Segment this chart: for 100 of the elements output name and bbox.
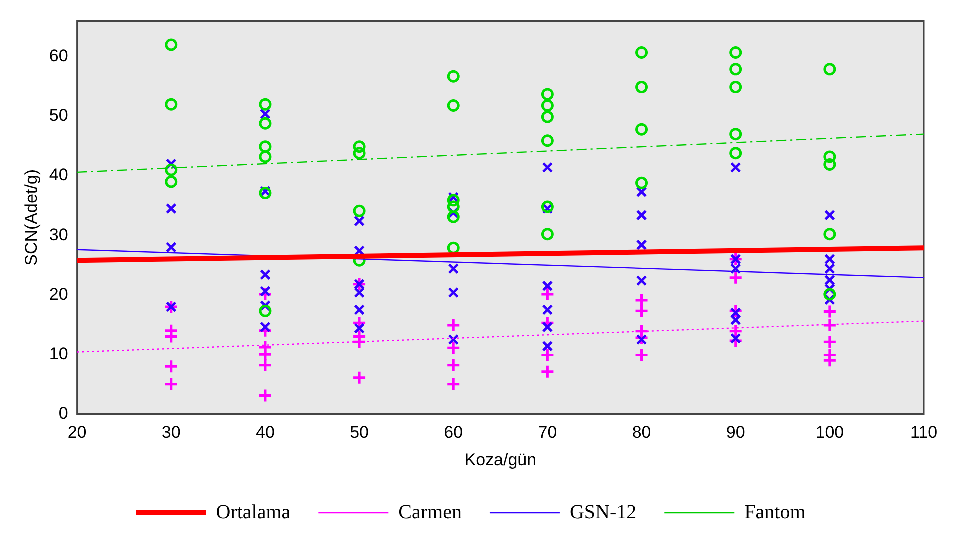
point [541, 228, 554, 241]
point [634, 304, 650, 318]
point [354, 322, 366, 334]
point [542, 304, 554, 316]
point [542, 162, 554, 174]
point [730, 147, 742, 160]
y-axis-title: SCN(Adet/g) [22, 170, 41, 266]
point [258, 388, 273, 403]
point [447, 70, 460, 83]
point [636, 81, 648, 94]
point [636, 275, 648, 286]
point [541, 110, 554, 124]
point [354, 304, 366, 316]
point [542, 340, 554, 352]
point [822, 334, 838, 350]
point [353, 140, 366, 154]
point [164, 377, 179, 392]
x-tick-label: 70 [538, 423, 558, 442]
point [541, 100, 554, 112]
y-tick-label: 0 [58, 404, 68, 423]
x-tick-label: 60 [444, 423, 464, 442]
point [166, 242, 177, 253]
x-tick-label: 20 [68, 423, 87, 442]
point [448, 263, 460, 274]
point [542, 280, 554, 292]
point [353, 204, 366, 218]
point [730, 333, 742, 344]
point [822, 318, 838, 333]
point [636, 123, 648, 136]
point [636, 46, 648, 60]
point [824, 288, 836, 301]
y-tick-label: 20 [49, 284, 68, 304]
point [636, 334, 648, 346]
x-tick-label: 40 [256, 423, 275, 442]
point [824, 210, 836, 221]
point [730, 81, 742, 94]
point [730, 63, 742, 76]
x-axis-title: Koza/gün [464, 450, 537, 470]
point [260, 286, 271, 298]
point [634, 293, 650, 308]
point [259, 304, 272, 318]
point [730, 128, 742, 141]
point [260, 269, 271, 280]
point [541, 88, 554, 101]
point [258, 347, 273, 362]
point [260, 322, 271, 333]
point [164, 359, 179, 374]
point [259, 140, 272, 154]
point [354, 216, 366, 227]
y-tick-label: 60 [49, 46, 68, 66]
y-tick-label: 40 [49, 166, 68, 185]
point [541, 200, 554, 214]
point [165, 38, 178, 52]
point [165, 164, 178, 176]
y-tick-label: 30 [49, 225, 68, 244]
point [636, 210, 648, 221]
point [448, 334, 460, 346]
point [258, 358, 273, 373]
point [447, 194, 460, 207]
point [634, 348, 650, 362]
legend-label: Fantom [744, 501, 806, 524]
point [353, 147, 366, 160]
legend-label: GSN-12 [570, 501, 637, 524]
point [447, 100, 460, 112]
point [824, 150, 836, 164]
x-tick-label: 50 [350, 423, 369, 442]
point [259, 150, 272, 164]
point [446, 318, 461, 333]
point [447, 210, 460, 224]
point [259, 117, 272, 130]
point [446, 340, 461, 356]
point [730, 46, 742, 60]
point [259, 98, 272, 111]
point [446, 377, 461, 392]
point [824, 63, 836, 76]
point [448, 287, 460, 298]
point [352, 370, 367, 386]
point [824, 158, 836, 171]
legend-label: Ortalama [216, 501, 291, 524]
point [446, 358, 461, 373]
point [541, 134, 554, 148]
point [259, 187, 272, 200]
point [636, 186, 648, 198]
y-tick-label: 10 [49, 344, 68, 364]
point [636, 176, 648, 190]
x-tick-label: 110 [910, 423, 938, 442]
point [824, 228, 836, 241]
legend-label: Carmen [398, 501, 462, 524]
x-tick-label: 100 [816, 423, 844, 442]
point [260, 108, 271, 120]
x-tick-label: 30 [162, 423, 181, 442]
point [728, 270, 744, 286]
x-tick-label: 80 [632, 423, 652, 442]
point [730, 162, 742, 174]
point [165, 176, 178, 188]
point [542, 322, 554, 333]
point [165, 98, 178, 111]
y-tick-label: 50 [49, 106, 68, 126]
x-tick-label: 90 [726, 423, 746, 442]
point [540, 348, 555, 362]
